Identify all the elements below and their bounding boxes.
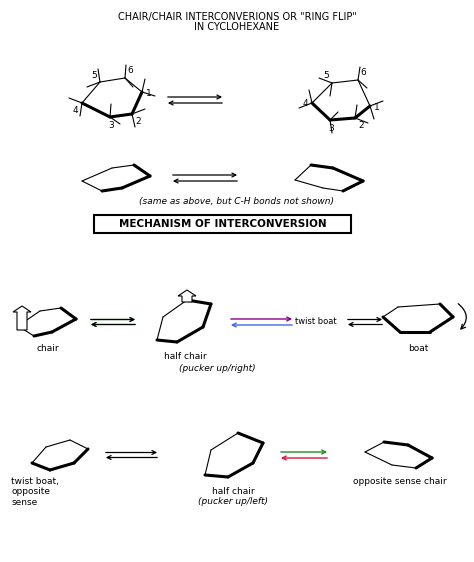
Text: boat: boat — [408, 344, 428, 353]
Text: IN CYCLOHEXANE: IN CYCLOHEXANE — [194, 22, 280, 32]
Text: chair: chair — [36, 344, 59, 353]
Text: 1: 1 — [146, 88, 152, 97]
Text: 4: 4 — [73, 106, 78, 115]
Text: (pucker up/right): (pucker up/right) — [179, 364, 255, 373]
Text: twist boat,
opposite
sense: twist boat, opposite sense — [11, 477, 59, 507]
Text: 3: 3 — [108, 121, 114, 130]
Text: twist boat: twist boat — [295, 316, 337, 325]
Text: half chair: half chair — [164, 352, 206, 361]
Text: 1: 1 — [374, 102, 380, 111]
Text: (pucker up/left): (pucker up/left) — [198, 497, 268, 506]
Text: CHAIR/CHAIR INTERCONVERIONS OR "RING FLIP": CHAIR/CHAIR INTERCONVERIONS OR "RING FLI… — [118, 12, 356, 22]
Text: 4: 4 — [302, 99, 308, 108]
Text: 5: 5 — [323, 71, 329, 80]
Text: 6: 6 — [127, 66, 133, 75]
Text: opposite sense chair: opposite sense chair — [353, 477, 447, 486]
FancyBboxPatch shape — [94, 215, 351, 233]
Text: 2: 2 — [358, 121, 364, 130]
Text: 5: 5 — [91, 71, 97, 80]
Polygon shape — [13, 306, 31, 330]
Text: 3: 3 — [328, 124, 334, 133]
Polygon shape — [178, 290, 196, 302]
Text: 6: 6 — [360, 68, 366, 77]
Text: half chair: half chair — [212, 487, 255, 496]
Text: 2: 2 — [135, 117, 141, 126]
Text: MECHANISM OF INTERCONVERSION: MECHANISM OF INTERCONVERSION — [118, 219, 326, 229]
Text: (same as above, but C-H bonds not shown): (same as above, but C-H bonds not shown) — [139, 197, 335, 206]
